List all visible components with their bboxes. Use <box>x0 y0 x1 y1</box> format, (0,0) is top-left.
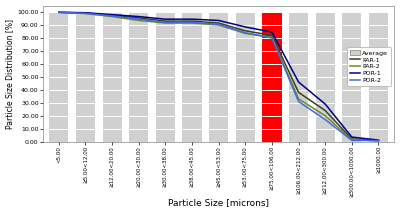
Bar <box>156 12 175 142</box>
Bar <box>129 12 148 142</box>
Bar <box>342 12 362 142</box>
Bar <box>369 12 388 142</box>
Bar <box>289 12 308 142</box>
Bar <box>262 12 282 142</box>
Bar <box>76 12 95 142</box>
Bar <box>236 12 255 142</box>
Y-axis label: Particle Size Distribution [%]: Particle Size Distribution [%] <box>6 19 14 129</box>
Bar <box>49 12 68 142</box>
Bar <box>209 12 228 142</box>
Bar <box>102 12 122 142</box>
Bar <box>316 12 335 142</box>
Legend: Average, PAR-1, PAR-2, POR-1, POR-2: Average, PAR-1, PAR-2, POR-1, POR-2 <box>347 47 391 86</box>
X-axis label: Particle Size [microns]: Particle Size [microns] <box>168 199 269 207</box>
Bar <box>182 12 202 142</box>
